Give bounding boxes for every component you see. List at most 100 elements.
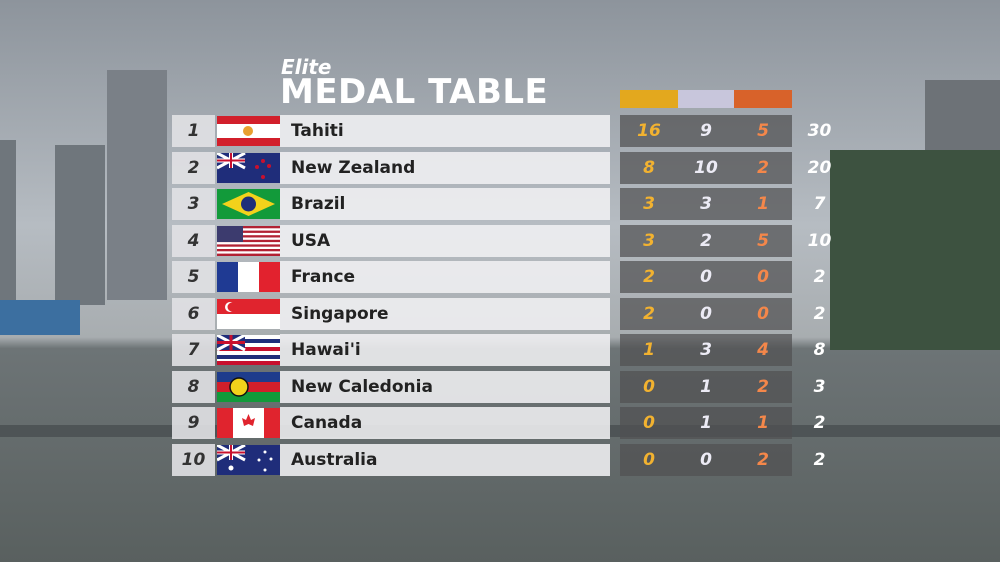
silver-count: 1 — [700, 376, 712, 397]
trees — [830, 150, 1000, 350]
country-name: Hawai'i — [280, 334, 610, 366]
gold-count: 0 — [643, 413, 655, 433]
silver-count: 0 — [700, 267, 712, 287]
flag — [217, 262, 280, 292]
country-name: Brazil — [280, 188, 610, 220]
flag — [216, 151, 280, 183]
country-name: New Caledonia — [280, 370, 610, 403]
gold-count: 0 — [643, 449, 655, 470]
medal-counts: 2 0 0 — [620, 297, 792, 330]
gold-count: 2 — [643, 267, 655, 287]
gold-count: 3 — [643, 194, 655, 214]
flag — [216, 443, 280, 475]
silver-count: 3 — [700, 194, 712, 214]
country-name: USA — [280, 224, 610, 257]
total-count: 7 — [813, 194, 826, 214]
flag — [217, 225, 280, 256]
rank: 1 — [172, 115, 215, 147]
total-count: 2 — [813, 267, 826, 287]
medal-counts: 1 3 4 — [620, 334, 792, 366]
table-row: 8 New Caledonia 0 1 2 3 — [172, 370, 852, 403]
table-row: 5 France 2 0 0 2 — [172, 261, 852, 293]
gold-header — [620, 90, 678, 108]
rank: 9 — [172, 407, 215, 439]
flag — [217, 371, 280, 402]
rank: 8 — [172, 370, 215, 403]
medal-counts: 2 0 0 — [620, 261, 792, 293]
table-row: 9 Canada 0 1 1 2 — [172, 407, 852, 439]
flag-image — [217, 262, 280, 292]
gold-count: 2 — [643, 303, 655, 324]
flag-image — [216, 151, 280, 183]
country-name: France — [280, 261, 610, 293]
medal-counts: 16 9 5 — [620, 115, 792, 147]
total-count: 2 — [813, 413, 826, 433]
gold-count: 8 — [643, 157, 655, 178]
table-row: 10 Australia 0 0 2 2 — [172, 443, 852, 476]
rank: 3 — [172, 188, 215, 220]
silver-count: 9 — [700, 121, 712, 141]
table-row: 6 Singapore 2 0 0 2 — [172, 297, 852, 330]
flag-image — [217, 298, 280, 329]
stand — [0, 300, 80, 335]
flag — [216, 333, 280, 365]
bronze-count: 5 — [757, 121, 769, 141]
bronze-count: 0 — [757, 267, 769, 287]
table-row: 3 Brazil 3 3 1 7 — [172, 188, 852, 220]
country-name: New Zealand — [280, 151, 610, 184]
country-name: Australia — [280, 443, 610, 476]
flag-image — [217, 116, 280, 146]
header-title: MEDAL TABLE — [280, 72, 549, 112]
flag — [217, 189, 280, 219]
silver-count: 1 — [700, 413, 712, 433]
gold-count: 1 — [643, 340, 655, 360]
rank: 5 — [172, 261, 215, 293]
gold-count: 16 — [637, 121, 661, 141]
rank: 10 — [172, 443, 215, 476]
flag-image — [216, 333, 280, 365]
total-count: 20 — [807, 157, 832, 178]
total-count: 2 — [813, 449, 826, 470]
bronze-count: 0 — [757, 303, 769, 324]
flag-image — [216, 443, 280, 475]
bronze-count: 2 — [757, 376, 769, 397]
medal-counts: 0 1 1 — [620, 407, 792, 439]
flag-image — [217, 225, 280, 256]
flag — [217, 408, 280, 438]
header-subtitle: Elite — [281, 55, 332, 79]
bronze-count: 4 — [757, 340, 769, 360]
medal-counts: 3 3 1 — [620, 188, 792, 220]
flag-image — [217, 371, 280, 402]
flag-image — [217, 189, 280, 219]
medal-counts: 8 10 2 — [620, 151, 792, 184]
medal-counts: 0 1 2 — [620, 370, 792, 403]
bronze-header — [734, 90, 792, 108]
rank: 4 — [172, 224, 215, 257]
silver-count: 2 — [700, 230, 712, 251]
rank: 6 — [172, 297, 215, 330]
bronze-count: 1 — [757, 194, 769, 214]
bronze-count: 1 — [757, 413, 769, 433]
silver-count: 10 — [694, 157, 718, 178]
total-count: 30 — [807, 121, 832, 141]
total-count: 8 — [813, 340, 826, 360]
silver-count: 0 — [700, 303, 712, 324]
country-name: Singapore — [280, 297, 610, 330]
total-count: 2 — [813, 303, 826, 324]
medal-counts: 0 0 2 — [620, 443, 792, 476]
flag-image — [217, 408, 280, 438]
bronze-count: 2 — [757, 449, 769, 470]
bronze-count: 2 — [757, 157, 769, 178]
gold-count: 0 — [643, 376, 655, 397]
country-name: Canada — [280, 407, 610, 439]
building — [55, 145, 105, 305]
table-row: 4 USA 3 2 5 10 — [172, 224, 852, 257]
table-row: 1 Tahiti 16 9 5 30 — [172, 115, 852, 147]
rank: 7 — [172, 334, 215, 366]
rank: 2 — [172, 151, 215, 184]
flag — [217, 298, 280, 329]
building — [107, 70, 167, 300]
table-row: 2 New Zealand 8 10 2 20 — [172, 151, 852, 184]
gold-count: 3 — [643, 230, 655, 251]
